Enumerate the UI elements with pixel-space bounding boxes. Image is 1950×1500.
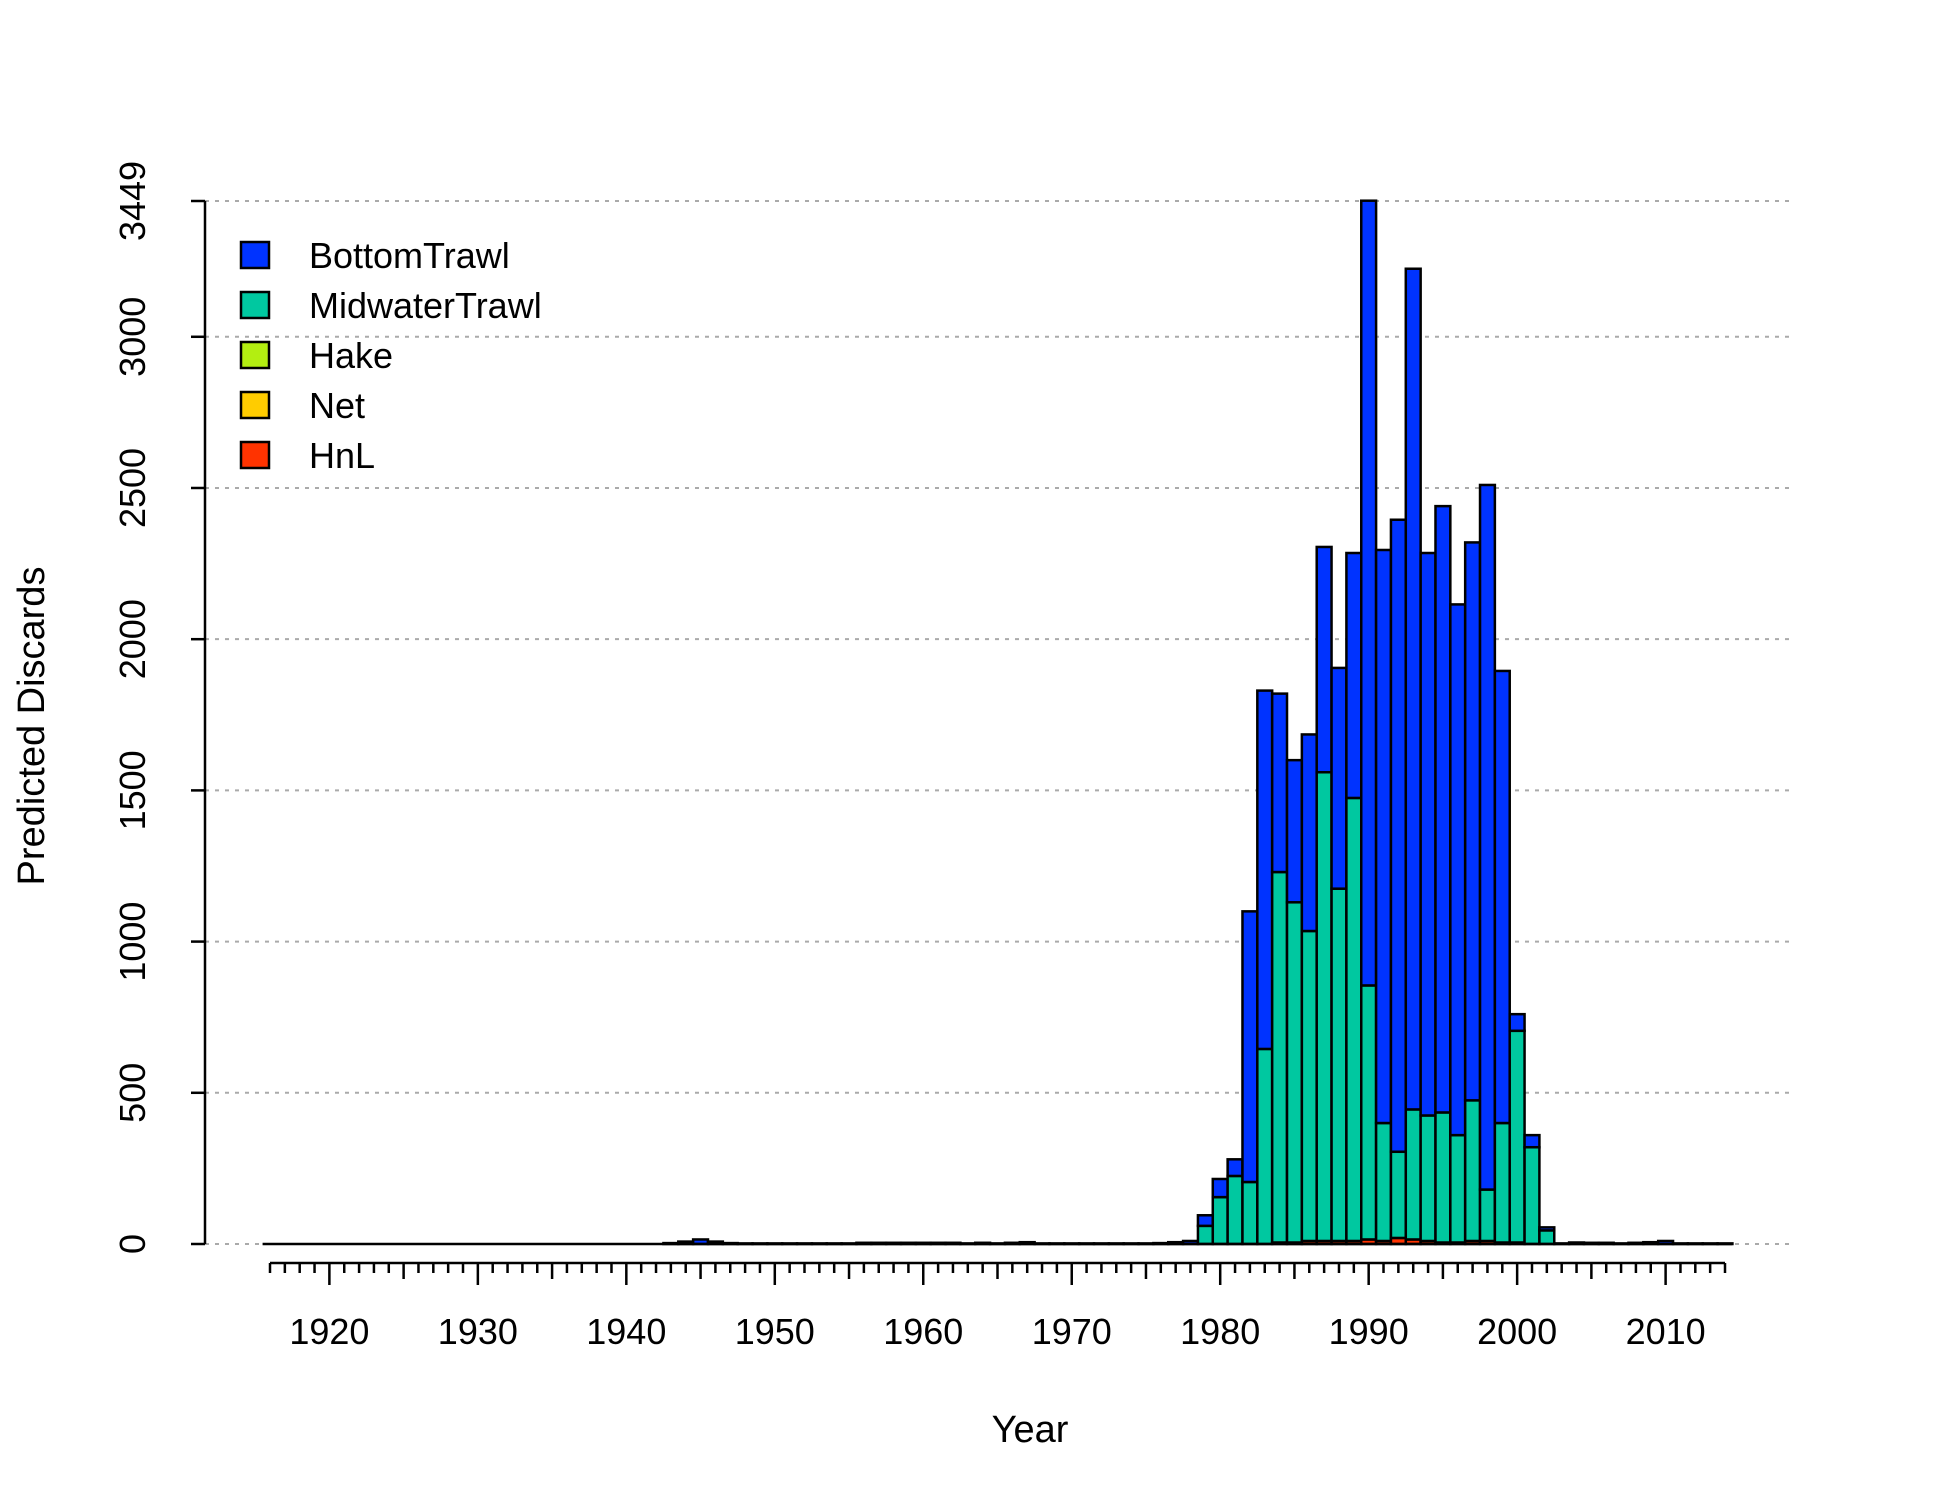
legend: BottomTrawl MidwaterTrawl Hake Net HnL — [239, 235, 542, 476]
bar-BottomTrawl-1990 — [1360, 199, 1378, 987]
bar-BottomTrawl-1997 — [1463, 541, 1482, 1102]
bar-MidwaterTrawl-1988 — [1330, 887, 1348, 1243]
x-tick-label-1990: 1990 — [1329, 1311, 1409, 1352]
legend-label-HnL: HnL — [309, 435, 375, 476]
legend-swatch-HnL — [239, 440, 271, 470]
bar-MidwaterTrawl-2000 — [1508, 1029, 1526, 1244]
y-tick-label-0: 0 — [112, 1234, 153, 1254]
legend-swatch-BottomTrawl — [239, 240, 271, 270]
bar-MidwaterTrawl-1980 — [1211, 1195, 1229, 1246]
legend-swatch-MidwaterTrawl — [239, 290, 271, 320]
bar-BottomTrawl-1984 — [1270, 692, 1289, 874]
bar-BottomTrawl-1996 — [1449, 603, 1467, 1137]
bar-MidwaterTrawl-1981 — [1226, 1174, 1244, 1246]
stacked-bars — [262, 199, 1734, 1246]
legend-label-MidwaterTrawl: MidwaterTrawl — [309, 285, 542, 326]
bar-MidwaterTrawl-1993 — [1404, 1108, 1422, 1241]
x-tick-label-1920: 1920 — [289, 1311, 369, 1352]
bar-BottomTrawl-1992 — [1389, 518, 1408, 1154]
bar-MidwaterTrawl-2001 — [1523, 1145, 1541, 1246]
bar-MidwaterTrawl-1994 — [1419, 1114, 1437, 1243]
bar-MidwaterTrawl-1984 — [1270, 870, 1289, 1244]
bar-MidwaterTrawl-1996 — [1449, 1133, 1467, 1244]
y-tick-label-2500: 2500 — [112, 448, 153, 528]
bar-MidwaterTrawl-1986 — [1300, 929, 1318, 1243]
bar-BottomTrawl-1985 — [1285, 758, 1304, 904]
bar-MidwaterTrawl-1991 — [1374, 1121, 1393, 1243]
bar-BottomTrawl-1995 — [1434, 504, 1452, 1114]
grid-lines — [205, 200, 1795, 1245]
bar-BottomTrawl-1993 — [1404, 267, 1422, 1111]
x-axis-title: Year — [992, 1409, 1069, 1451]
bar-MidwaterTrawl-1989 — [1345, 796, 1363, 1243]
bar-MidwaterTrawl-1997 — [1463, 1099, 1482, 1243]
y-tick-label-3000: 3000 — [112, 297, 153, 377]
bar-BottomTrawl-1991 — [1374, 548, 1393, 1125]
x-tick-label-1950: 1950 — [735, 1311, 815, 1352]
x-tick-label-1980: 1980 — [1180, 1311, 1260, 1352]
bar-MidwaterTrawl-1983 — [1256, 1047, 1274, 1246]
legend-swatch-Hake — [239, 340, 271, 370]
bar-MidwaterTrawl-1987 — [1315, 770, 1333, 1243]
bar-BottomTrawl-1999 — [1493, 669, 1511, 1125]
legend-label-Hake: Hake — [309, 335, 393, 376]
legend-label-Net: Net — [309, 385, 365, 426]
y-tick-label-500: 500 — [112, 1063, 153, 1123]
bar-MidwaterTrawl-1985 — [1285, 901, 1304, 1244]
bar-MidwaterTrawl-2002 — [1538, 1229, 1556, 1246]
x-tick-label-1940: 1940 — [586, 1311, 666, 1352]
x-tick-label-1960: 1960 — [883, 1311, 963, 1352]
bar-MidwaterTrawl-1990 — [1360, 984, 1378, 1241]
y-tick-label-2000: 2000 — [112, 599, 153, 679]
x-tick-label-1930: 1930 — [438, 1311, 518, 1352]
bar-BottomTrawl-1988 — [1330, 666, 1348, 890]
bar-MidwaterTrawl-1995 — [1434, 1111, 1452, 1244]
bar-BottomTrawl-1998 — [1478, 483, 1497, 1191]
bar-MidwaterTrawl-1992 — [1389, 1150, 1408, 1240]
bar-BottomTrawl-2002 — [1538, 1226, 1556, 1232]
bar-BottomTrawl-1983 — [1256, 689, 1274, 1051]
bar-MidwaterTrawl-1979 — [1196, 1224, 1215, 1246]
bar-BottomTrawl-1994 — [1419, 551, 1437, 1117]
bar-BottomTrawl-1989 — [1345, 551, 1363, 800]
y-tick-label-3449: 3449 — [112, 161, 153, 241]
bar-BottomTrawl-1986 — [1300, 733, 1318, 933]
bar-BottomTrawl-1980 — [1211, 1177, 1229, 1199]
y-tick-label-1500: 1500 — [112, 750, 153, 830]
bar-MidwaterTrawl-1999 — [1493, 1121, 1511, 1244]
axes: 0 500 1000 1500 2000 2500 3000 3449 1920 1930 1940… — [112, 161, 1727, 1352]
bar-MidwaterTrawl-1998 — [1478, 1188, 1497, 1243]
bar-MidwaterTrawl-1982 — [1241, 1180, 1259, 1246]
x-tick-label-2010: 2010 — [1626, 1311, 1706, 1352]
x-tick-label-1970: 1970 — [1032, 1311, 1112, 1352]
x-tick-label-2000: 2000 — [1477, 1311, 1557, 1352]
bar-BottomTrawl-1982 — [1241, 910, 1259, 1184]
bar-BottomTrawl-2001 — [1523, 1133, 1541, 1149]
legend-label-BottomTrawl: BottomTrawl — [309, 235, 510, 276]
bar-BottomTrawl-1987 — [1315, 545, 1333, 774]
legend-swatch-Net — [239, 390, 271, 420]
y-tick-label-1000: 1000 — [112, 902, 153, 982]
bar-BottomTrawl-2000 — [1508, 1012, 1526, 1033]
y-axis-title: Predicted Discards — [11, 567, 53, 886]
bar-BottomTrawl-1981 — [1226, 1158, 1244, 1178]
bar-BottomTrawl-1979 — [1196, 1214, 1215, 1228]
